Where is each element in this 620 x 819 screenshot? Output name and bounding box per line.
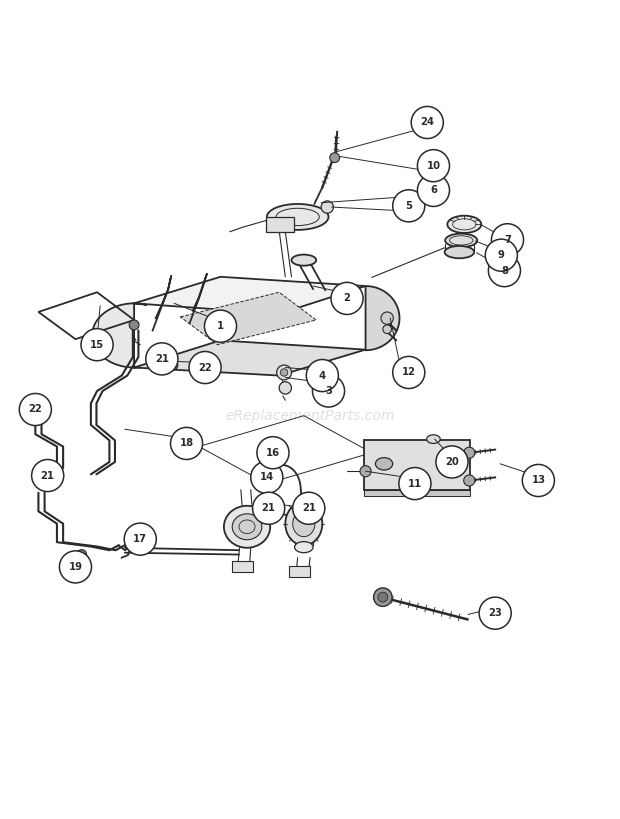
Circle shape bbox=[32, 459, 64, 491]
FancyBboxPatch shape bbox=[265, 217, 294, 232]
Polygon shape bbox=[134, 341, 366, 376]
Text: 22: 22 bbox=[198, 363, 212, 373]
Circle shape bbox=[252, 468, 262, 477]
Circle shape bbox=[250, 461, 283, 493]
Text: 9: 9 bbox=[498, 250, 505, 260]
Polygon shape bbox=[365, 490, 471, 496]
Circle shape bbox=[277, 365, 291, 380]
Text: 5: 5 bbox=[405, 201, 412, 210]
Circle shape bbox=[280, 369, 288, 376]
Text: eReplacementParts.com: eReplacementParts.com bbox=[225, 409, 395, 423]
Circle shape bbox=[170, 428, 203, 459]
Circle shape bbox=[321, 201, 334, 213]
Ellipse shape bbox=[224, 506, 270, 548]
Text: 18: 18 bbox=[180, 438, 193, 449]
Text: 21: 21 bbox=[41, 471, 55, 481]
Circle shape bbox=[436, 446, 468, 478]
Text: 16: 16 bbox=[266, 448, 280, 458]
Text: 23: 23 bbox=[489, 609, 502, 618]
Circle shape bbox=[417, 174, 450, 206]
Text: 6: 6 bbox=[430, 185, 437, 196]
Circle shape bbox=[360, 466, 371, 477]
Circle shape bbox=[35, 476, 45, 486]
Text: 13: 13 bbox=[531, 476, 546, 486]
Polygon shape bbox=[92, 303, 147, 368]
Ellipse shape bbox=[376, 458, 392, 470]
Circle shape bbox=[257, 437, 289, 468]
Circle shape bbox=[392, 190, 425, 222]
Circle shape bbox=[522, 464, 554, 496]
FancyBboxPatch shape bbox=[232, 561, 253, 572]
Circle shape bbox=[205, 310, 237, 342]
Circle shape bbox=[252, 492, 285, 524]
Circle shape bbox=[479, 597, 511, 629]
Circle shape bbox=[417, 150, 450, 182]
Circle shape bbox=[411, 106, 443, 138]
Circle shape bbox=[330, 152, 340, 163]
Circle shape bbox=[81, 328, 113, 360]
Circle shape bbox=[392, 356, 425, 388]
Ellipse shape bbox=[285, 502, 322, 545]
Circle shape bbox=[189, 351, 221, 383]
Circle shape bbox=[331, 283, 363, 314]
Ellipse shape bbox=[291, 255, 316, 265]
Text: 2: 2 bbox=[343, 293, 350, 303]
Text: 3: 3 bbox=[325, 386, 332, 396]
Circle shape bbox=[485, 239, 517, 271]
Ellipse shape bbox=[427, 435, 440, 443]
Circle shape bbox=[77, 550, 87, 559]
Text: 12: 12 bbox=[402, 368, 416, 378]
Circle shape bbox=[146, 343, 178, 375]
Circle shape bbox=[296, 501, 308, 513]
Ellipse shape bbox=[437, 458, 454, 470]
Circle shape bbox=[279, 382, 291, 394]
Circle shape bbox=[489, 255, 520, 287]
Ellipse shape bbox=[448, 215, 481, 233]
Text: 7: 7 bbox=[504, 235, 511, 245]
Text: 21: 21 bbox=[302, 503, 316, 514]
Circle shape bbox=[306, 360, 339, 391]
Circle shape bbox=[312, 375, 345, 407]
Text: 14: 14 bbox=[260, 473, 274, 482]
Polygon shape bbox=[365, 441, 471, 490]
Circle shape bbox=[378, 592, 388, 602]
Circle shape bbox=[492, 224, 523, 256]
Circle shape bbox=[60, 551, 92, 583]
Text: 20: 20 bbox=[445, 457, 459, 467]
Text: 21: 21 bbox=[262, 503, 276, 514]
Text: 19: 19 bbox=[68, 562, 82, 572]
Text: 17: 17 bbox=[133, 534, 148, 544]
Circle shape bbox=[383, 325, 391, 333]
Polygon shape bbox=[134, 277, 366, 314]
Ellipse shape bbox=[267, 204, 329, 230]
Text: 15: 15 bbox=[90, 340, 104, 350]
Circle shape bbox=[464, 447, 475, 459]
Text: 1: 1 bbox=[217, 321, 224, 331]
Text: 22: 22 bbox=[29, 405, 42, 414]
Ellipse shape bbox=[445, 233, 477, 247]
Ellipse shape bbox=[294, 541, 313, 553]
Circle shape bbox=[399, 468, 431, 500]
Circle shape bbox=[168, 360, 178, 370]
Circle shape bbox=[129, 320, 139, 330]
Circle shape bbox=[124, 523, 156, 555]
Ellipse shape bbox=[293, 511, 315, 536]
Circle shape bbox=[19, 393, 51, 426]
Circle shape bbox=[76, 559, 85, 568]
Text: 10: 10 bbox=[427, 161, 440, 170]
Circle shape bbox=[464, 475, 475, 486]
Text: 21: 21 bbox=[155, 354, 169, 364]
Circle shape bbox=[381, 312, 393, 324]
Polygon shape bbox=[180, 292, 316, 345]
Text: 11: 11 bbox=[408, 478, 422, 489]
Text: 4: 4 bbox=[319, 370, 326, 381]
Text: 24: 24 bbox=[420, 117, 434, 128]
Circle shape bbox=[293, 492, 325, 524]
Circle shape bbox=[374, 588, 392, 606]
Ellipse shape bbox=[232, 514, 262, 540]
Ellipse shape bbox=[445, 246, 474, 258]
Text: 8: 8 bbox=[501, 265, 508, 276]
FancyBboxPatch shape bbox=[289, 566, 310, 577]
Polygon shape bbox=[366, 286, 399, 351]
